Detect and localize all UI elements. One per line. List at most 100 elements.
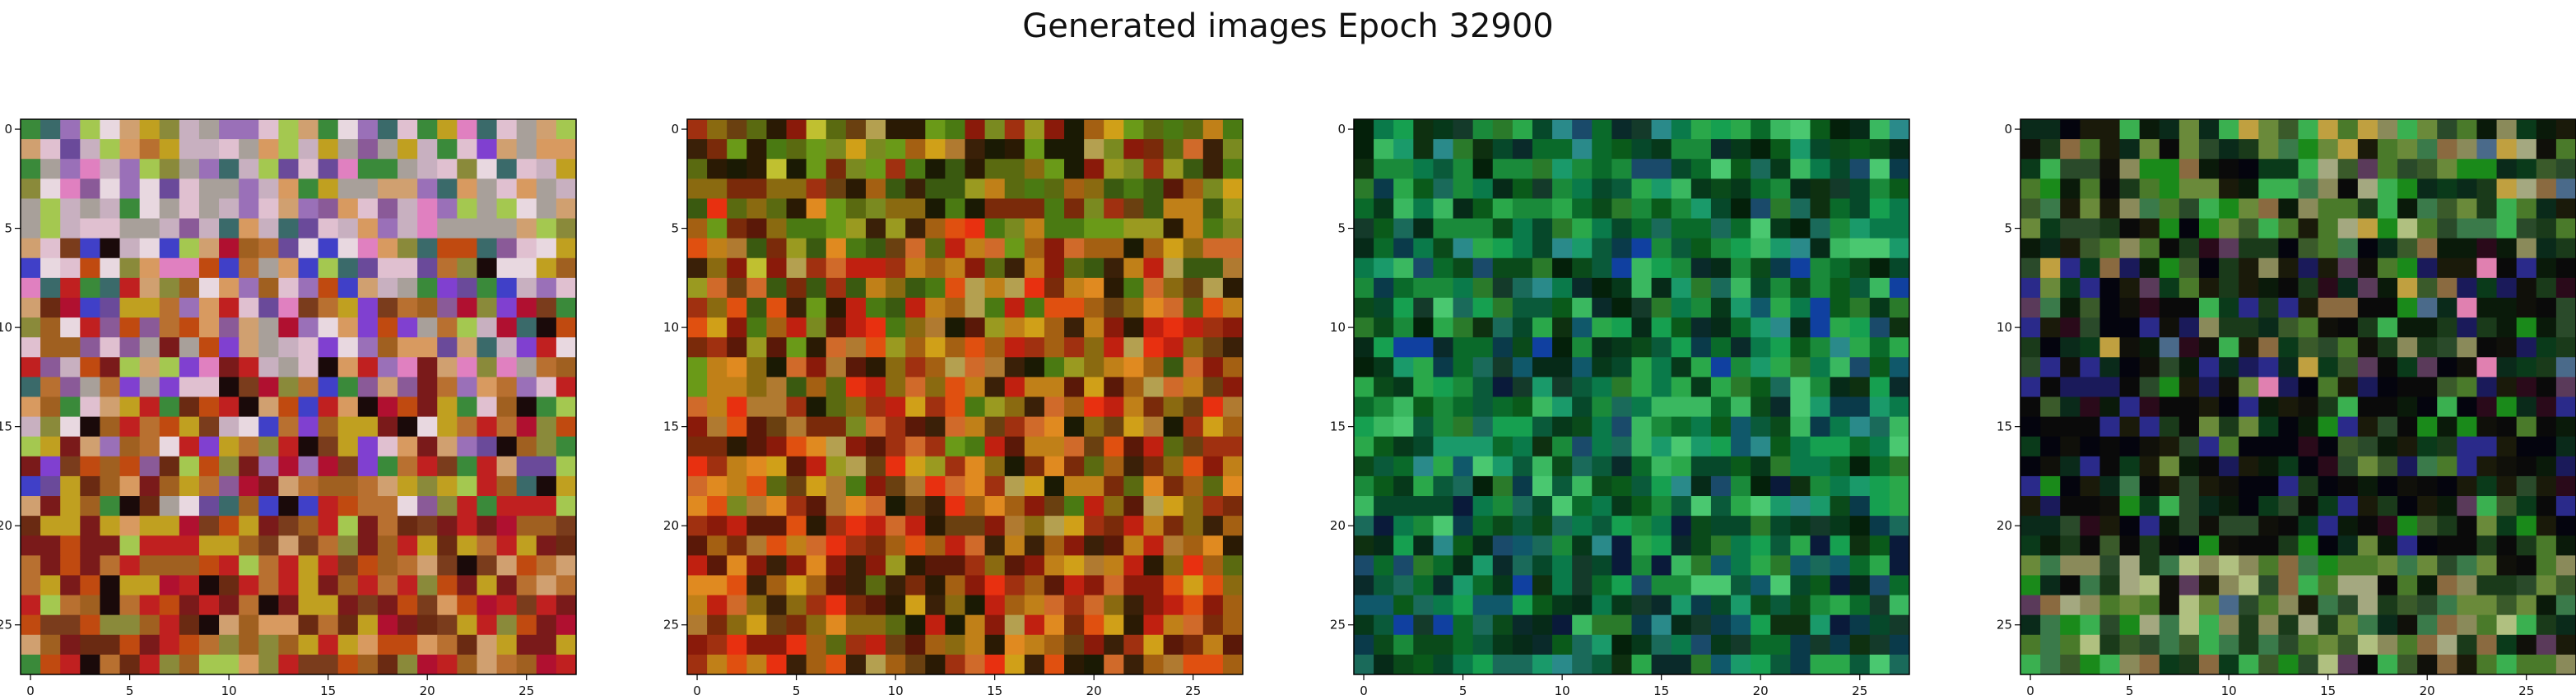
pixel: [2536, 634, 2557, 656]
pixel: [865, 317, 886, 338]
pixel: [1790, 614, 1811, 636]
y-tick-label: 15: [1330, 419, 1346, 434]
pixel: [1790, 436, 1811, 457]
pixel: [925, 614, 946, 636]
pixel: [1354, 159, 1374, 179]
pixel: [2397, 218, 2418, 239]
pixel: [2298, 436, 2319, 457]
pixel: [1512, 535, 1533, 556]
pixel: [1472, 614, 1494, 636]
pixel: [2040, 595, 2061, 616]
pixel: [1354, 139, 1374, 160]
pixel: [1631, 139, 1653, 160]
x-tick-label: 25: [518, 683, 534, 695]
pixel: [1552, 159, 1573, 179]
pixel: [945, 654, 965, 675]
pixel: [1222, 139, 1244, 160]
pixel: [1492, 654, 1514, 675]
pixel: [496, 436, 518, 457]
pixel: [1810, 396, 1830, 418]
pixel: [766, 238, 787, 259]
pixel: [905, 377, 926, 397]
pixel: [786, 535, 807, 556]
pixel: [1651, 555, 1672, 576]
pixel: [965, 139, 986, 160]
pixel: [786, 317, 807, 338]
pixel: [1393, 218, 1414, 239]
pixel: [496, 257, 518, 279]
pixel: [139, 277, 160, 299]
pixel: [2377, 456, 2398, 477]
pixel: [1084, 436, 1104, 457]
pixel: [1592, 257, 1612, 279]
pixel: [1849, 159, 1871, 179]
pixel: [2298, 456, 2319, 477]
pixel: [886, 416, 906, 438]
pixel: [1790, 456, 1811, 477]
pixel: [2337, 178, 2359, 199]
pixel: [2318, 575, 2339, 595]
pixel: [1572, 396, 1593, 418]
pixel: [1472, 337, 1494, 358]
pixel: [2457, 337, 2477, 358]
pixel: [1183, 634, 1204, 656]
pixel: [318, 119, 339, 140]
pixel: [845, 297, 867, 318]
pixel: [2239, 257, 2259, 279]
pixel: [1710, 377, 1732, 397]
y-tick-label: 0: [1337, 122, 1346, 137]
pixel: [786, 416, 807, 438]
pixel: [1202, 516, 1224, 536]
pixel: [984, 634, 1006, 656]
pixel: [1869, 218, 1890, 239]
pixel: [2536, 178, 2557, 199]
pixel: [239, 198, 259, 219]
pixel: [806, 595, 827, 616]
pixel: [2516, 555, 2537, 576]
pixel: [965, 634, 986, 656]
pixel: [398, 277, 418, 299]
pixel: [1631, 436, 1653, 457]
pixel: [1393, 277, 1414, 299]
pixel: [536, 436, 557, 457]
pixel: [516, 654, 537, 675]
pixel: [1123, 614, 1144, 636]
pixel: [2239, 575, 2259, 595]
pixel: [2119, 475, 2141, 497]
pixel: [1710, 257, 1732, 279]
pixel: [318, 238, 339, 259]
pixel: [139, 159, 160, 179]
pixel: [2437, 377, 2457, 397]
pixel: [1770, 516, 1791, 536]
pixel: [556, 595, 577, 616]
pixel: [2536, 555, 2557, 576]
pixel: [1123, 475, 1144, 497]
pixel: [100, 456, 120, 477]
pixel: [2516, 396, 2537, 418]
pixel: [925, 396, 946, 418]
pixel: [1631, 416, 1653, 438]
pixel: [1651, 475, 1672, 497]
pixel: [2377, 555, 2398, 576]
pixel: [60, 475, 81, 497]
pixel: [119, 416, 141, 438]
pixel: [707, 377, 728, 397]
pixel: [2178, 475, 2200, 497]
pixel: [100, 475, 120, 497]
pixel: [398, 119, 418, 140]
pixel: [1690, 218, 1712, 239]
pixel: [437, 377, 458, 397]
pixel: [2258, 654, 2279, 675]
pixel: [2397, 317, 2418, 338]
pixel: [417, 475, 438, 497]
pixel: [1064, 396, 1085, 418]
pixel: [2377, 535, 2398, 556]
pixel: [925, 475, 946, 497]
pixel: [1731, 297, 1751, 318]
pixel: [2457, 218, 2477, 239]
pixel: [516, 416, 537, 438]
pixel: [1004, 238, 1025, 259]
pixel: [1830, 159, 1851, 179]
pixel: [727, 337, 747, 358]
pixel: [1651, 139, 1672, 160]
